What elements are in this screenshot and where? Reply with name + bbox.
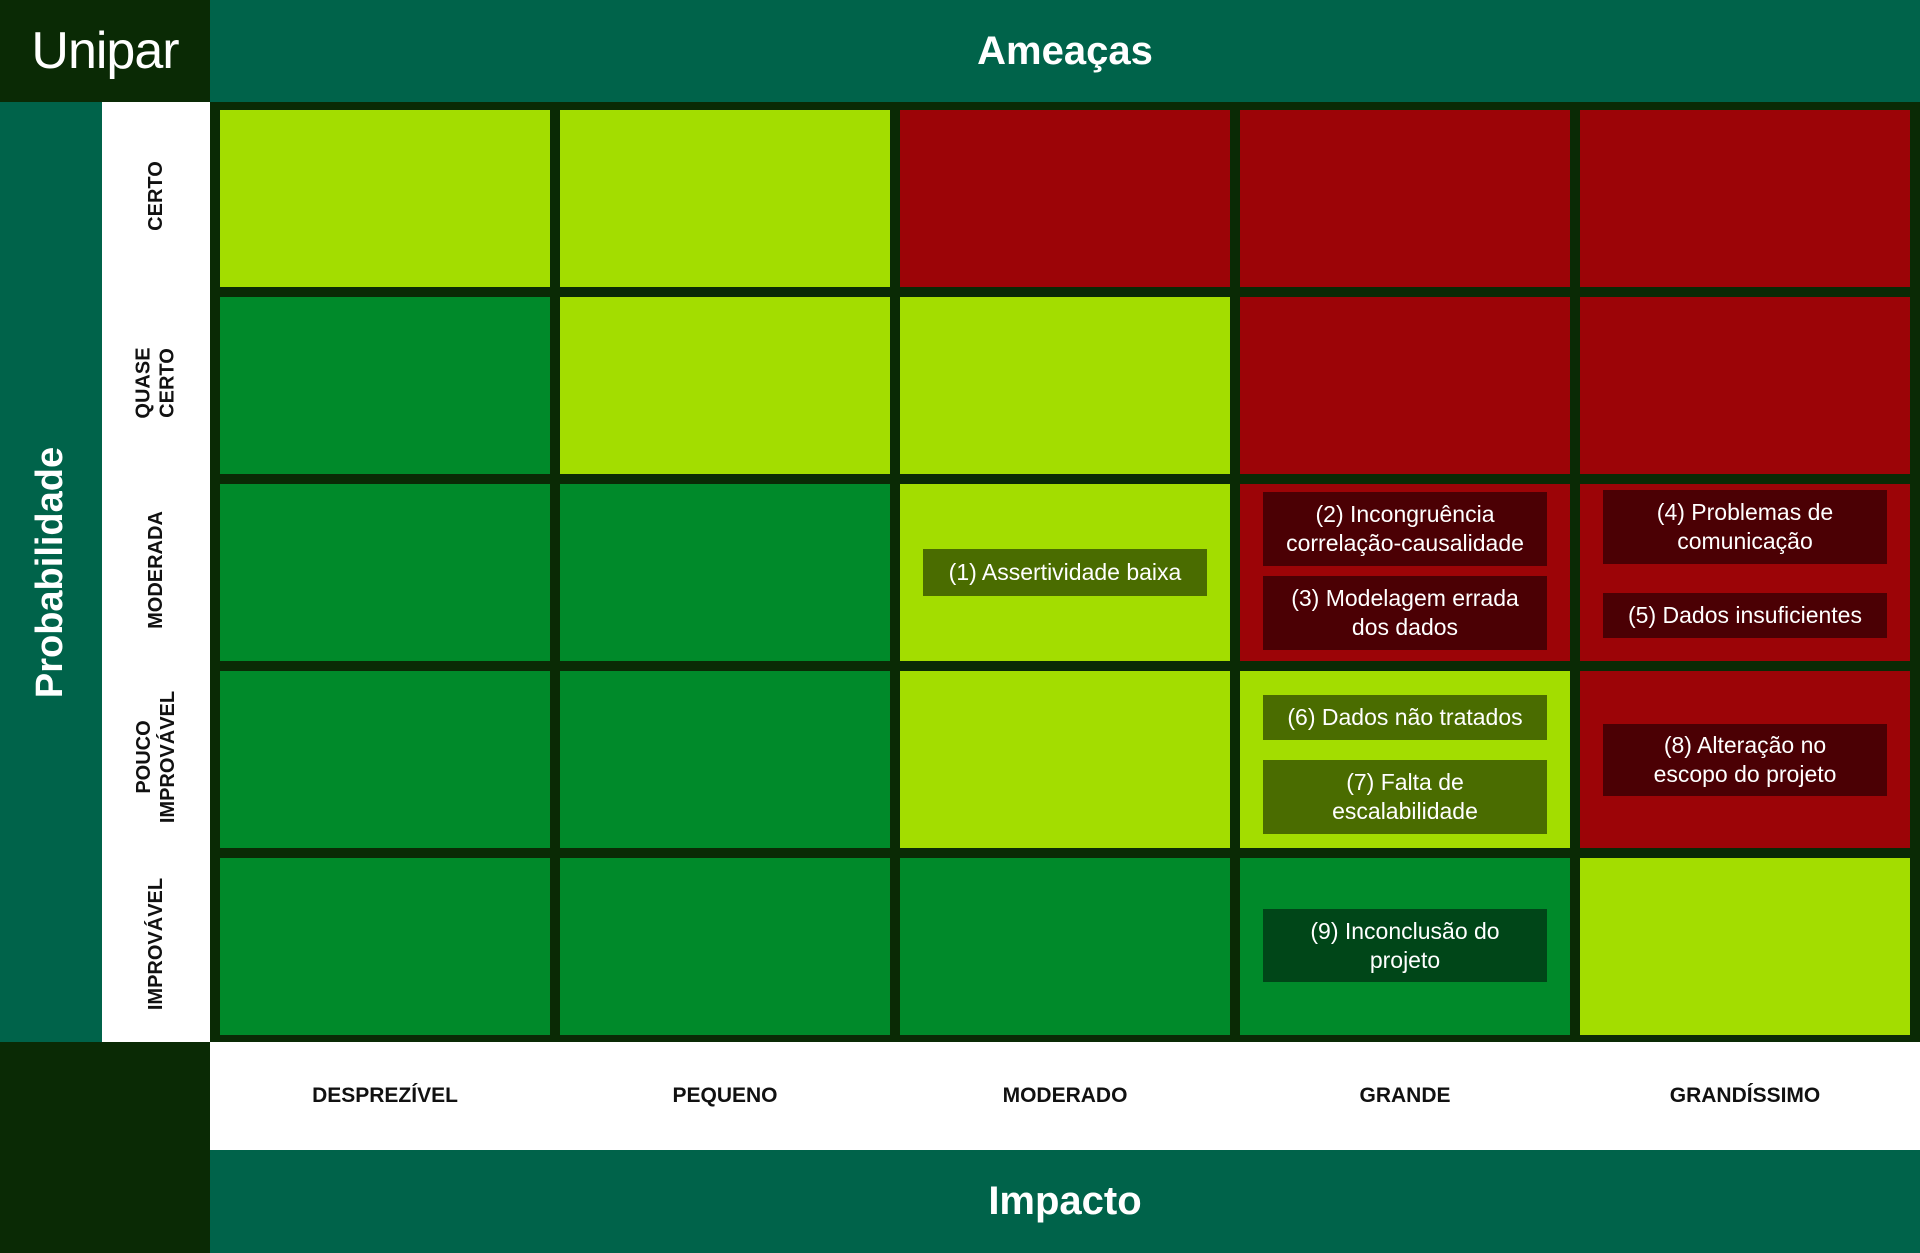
- matrix-cell: [900, 671, 1230, 848]
- matrix-cell: [1580, 858, 1910, 1035]
- risk-tag-text: (9) Inconclusão do: [1310, 917, 1500, 944]
- matrix-cell: [560, 858, 890, 1035]
- matrix-cell: [220, 671, 550, 848]
- matrix-cell: [560, 671, 890, 848]
- probability-axis-text: Probabilidade: [29, 446, 72, 698]
- brand-logo: Unipar: [31, 22, 179, 80]
- risk-tag-text: (3) Modelagem errada: [1291, 585, 1519, 611]
- matrix-cell: [1580, 110, 1910, 287]
- matrix-cell: [900, 858, 1230, 1035]
- row-label-line: CERTO: [144, 160, 167, 231]
- row-labels-column: [102, 102, 210, 1042]
- matrix-cell: [900, 297, 1230, 474]
- footer-bar: [210, 1150, 1920, 1253]
- risk-tag-text: correlação-causalidade: [1286, 530, 1524, 556]
- column-label-pequeno: PEQUENO: [672, 1084, 778, 1107]
- risk-tag-text: (4) Problemas de: [1656, 499, 1834, 525]
- risk-tag-text: (7) Falta de: [1346, 769, 1464, 795]
- matrix-cell: [900, 110, 1230, 287]
- row-label-line: POUCO: [133, 719, 155, 794]
- row-label-moderada: MODERADA: [102, 476, 210, 663]
- risk-tag-3: (3) Modelagem errada dos dados: [1263, 576, 1547, 650]
- risk-tag-text: escopo do projeto: [1653, 761, 1837, 787]
- row-label-line: QUASE: [133, 346, 155, 419]
- matrix-cell: [1240, 297, 1570, 474]
- column-label-grande: GRANDE: [1359, 1084, 1451, 1107]
- matrix-cell: [560, 484, 890, 661]
- impact-axis-label: Impacto: [988, 1179, 1142, 1223]
- matrix-cell: [560, 297, 890, 474]
- risk-tag-text: dos dados: [1351, 614, 1459, 640]
- risk-tag-text: (6) Dados não tratados: [1287, 704, 1523, 730]
- row-label-line: IMPROVÁVEL: [145, 877, 167, 1010]
- probability-axis-label: Probabilidade: [0, 102, 102, 1042]
- risk-tag-text: projeto: [1369, 946, 1441, 973]
- risk-tag-text: (5) Dados insuficientes: [1628, 602, 1862, 628]
- matrix-cell: [1580, 297, 1910, 474]
- risk-tag-2: (2) Incongruência correlação-causalidade: [1263, 492, 1547, 566]
- risk-tag-1: (1) Assertividade baixa: [923, 549, 1207, 596]
- row-label-certo: CERTO: [102, 102, 210, 289]
- risk-tag-6: (6) Dados não tratados: [1263, 695, 1547, 740]
- risk-tag-7: (7) Falta de escalabilidade: [1263, 760, 1547, 834]
- row-label-line: MODERADA: [145, 510, 167, 629]
- logo-area: [0, 0, 210, 102]
- row-label-pouco-improvavel: POUCO IMPROVÁVEL: [102, 663, 210, 850]
- risk-tag-text: (2) Incongruência: [1315, 501, 1495, 527]
- risk-tag-4: (4) Problemas de comunicação: [1603, 490, 1887, 564]
- risk-tag-5: (5) Dados insuficientes: [1603, 593, 1887, 638]
- row-label-line: CERTO: [157, 347, 179, 418]
- risk-tag-9: (9) Inconclusão do projeto: [1263, 909, 1547, 982]
- risk-tag-text: comunicação: [1677, 528, 1813, 554]
- column-label-desprezivel: DESPREZÍVEL: [312, 1084, 458, 1107]
- column-label-grandissimo: GRANDÍSSIMO: [1669, 1084, 1821, 1107]
- matrix-cell: [220, 484, 550, 661]
- column-label-moderado: MODERADO: [1002, 1084, 1128, 1107]
- risk-tag-text: escalabilidade: [1332, 798, 1478, 824]
- matrix-cell: [220, 110, 550, 287]
- matrix-cell: [220, 297, 550, 474]
- row-label-quase-certo: QUASE CERTO: [102, 289, 210, 476]
- row-label-improvavel: IMPROVÁVEL: [102, 850, 210, 1037]
- risk-tag-text: (1) Assertividade baixa: [948, 559, 1182, 585]
- bottom-corner: [0, 1042, 210, 1253]
- row-label-line: IMPROVÁVEL: [157, 690, 179, 823]
- risk-tag-8: (8) Alteração no escopo do projeto: [1603, 724, 1887, 796]
- matrix-cell: [1240, 110, 1570, 287]
- column-labels-row: [210, 1042, 1920, 1150]
- header-bar: [210, 0, 1920, 102]
- matrix-title: Ameaças: [977, 28, 1153, 73]
- matrix-cell: [220, 858, 550, 1035]
- probability-axis-bar: [0, 102, 102, 1042]
- matrix-cell: [560, 110, 890, 287]
- risk-tag-text: (8) Alteração no: [1663, 732, 1827, 758]
